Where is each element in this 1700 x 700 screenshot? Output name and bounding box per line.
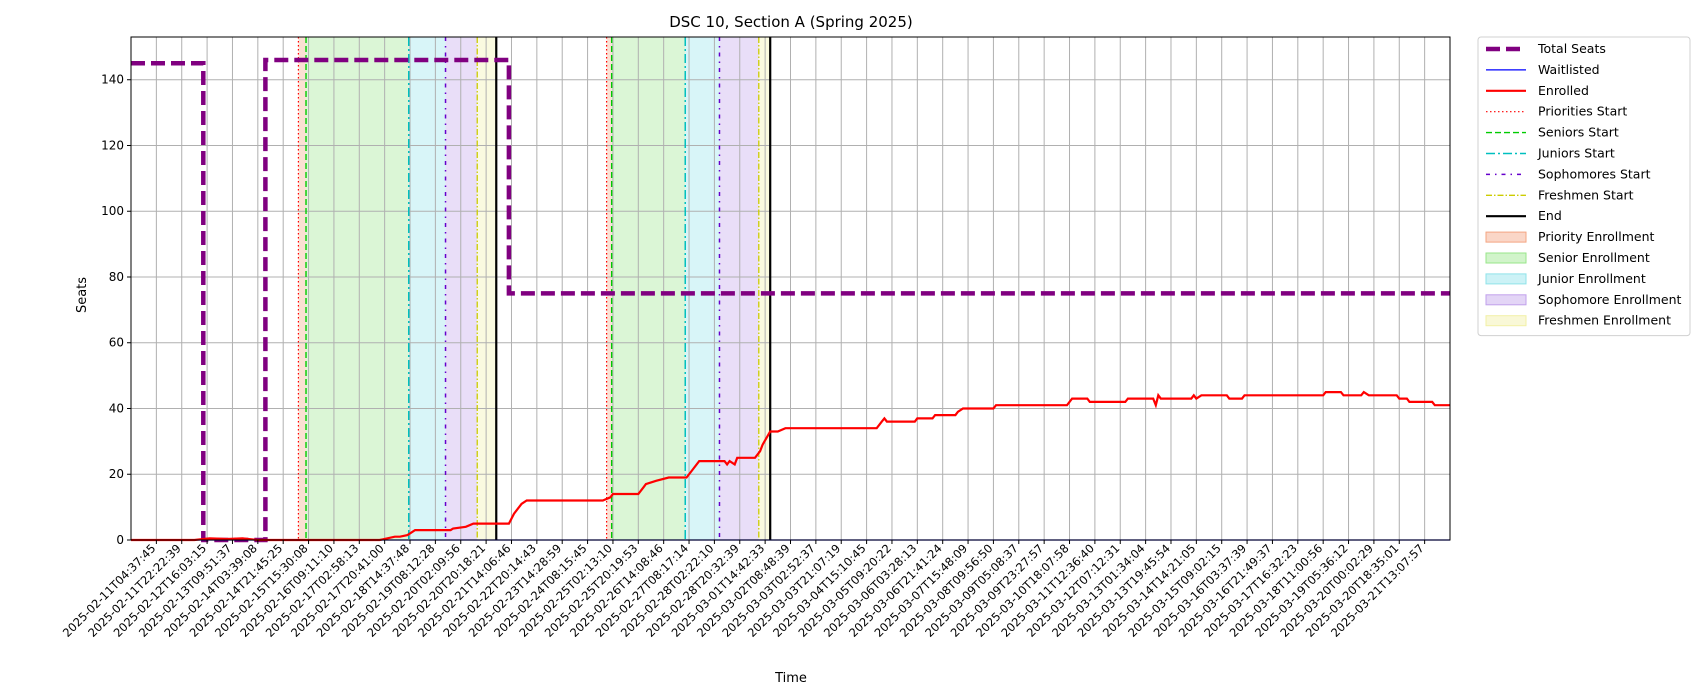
y-tick-label: 80 xyxy=(109,270,124,284)
legend-label-waitlisted: Waitlisted xyxy=(1538,62,1600,77)
junior-enrollment-span-0 xyxy=(408,37,446,540)
legend-box xyxy=(1477,36,1691,337)
y-tick-label: 20 xyxy=(109,467,124,481)
legend-label-sophomore-enrollment: Sophomore Enrollment xyxy=(1538,292,1682,307)
y-tick-label: 0 xyxy=(116,533,124,547)
y-axis-ticks: 0 20 40 60 80 100 120 140 xyxy=(101,73,131,547)
legend-label-priorities-start: Priorities Start xyxy=(1538,104,1627,119)
priority-enrollment-span-1 xyxy=(606,37,612,540)
legend-label-total-seats: Total Seats xyxy=(1537,41,1606,56)
legend-label-senior-enrollment: Senior Enrollment xyxy=(1538,250,1650,265)
y-tick-label: 40 xyxy=(109,401,124,415)
legend-swatch-priority-enrollment xyxy=(1485,231,1527,243)
x-axis-label: Time xyxy=(774,671,807,686)
total-seats-series xyxy=(131,57,1450,543)
legend-label-freshmen-start: Freshmen Start xyxy=(1538,187,1634,202)
legend: Total Seats Waitlisted Enrolled Priorities … xyxy=(1477,36,1691,337)
chart-title: DSC 10, Section A (Spring 2025) xyxy=(669,13,913,31)
sophomore-enrollment-span-1 xyxy=(719,37,759,540)
y-tick-label: 60 xyxy=(109,336,124,350)
legend-swatch-junior-enrollment xyxy=(1485,273,1527,285)
y-tick-label: 100 xyxy=(101,204,124,218)
legend-swatch-sophomore-enrollment xyxy=(1485,294,1527,306)
legend-label-juniors-start: Juniors Start xyxy=(1537,146,1615,161)
legend-label-end: End xyxy=(1538,208,1562,223)
priority-enrollment-span-0 xyxy=(298,37,307,540)
sophomore-enrollment-span-0 xyxy=(445,37,478,540)
freshmen-enrollment-span-1 xyxy=(758,37,771,540)
phase-start-lines xyxy=(297,37,772,540)
legend-label-freshmen-enrollment: Freshmen Enrollment xyxy=(1538,313,1671,328)
legend-label-junior-enrollment: Junior Enrollment xyxy=(1537,271,1646,286)
senior-enrollment-span-1 xyxy=(611,37,686,540)
enrolled-series xyxy=(131,390,1450,542)
senior-enrollment-span-0 xyxy=(306,37,409,540)
legend-label-enrolled: Enrolled xyxy=(1538,83,1589,98)
y-tick-label: 140 xyxy=(101,73,124,87)
grid xyxy=(131,37,1450,541)
legend-label-sophomores-start: Sophomores Start xyxy=(1538,166,1651,181)
freshmen-enrollment-span-0 xyxy=(477,37,497,540)
legend-label-seniors-start: Seniors Start xyxy=(1538,125,1619,140)
legend-label-priority-enrollment: Priority Enrollment xyxy=(1538,229,1655,244)
y-axis-label: Seats xyxy=(75,277,90,313)
junior-enrollment-span-1 xyxy=(685,37,720,540)
x-axis-ticks: 2025-02-11T04:37:452025-02-11T22:22:3920… xyxy=(60,540,1427,640)
enrollment-spans xyxy=(298,37,771,540)
legend-swatch-senior-enrollment xyxy=(1485,252,1527,264)
y-tick-label: 120 xyxy=(101,138,124,152)
legend-swatch-freshmen-enrollment xyxy=(1485,315,1527,327)
